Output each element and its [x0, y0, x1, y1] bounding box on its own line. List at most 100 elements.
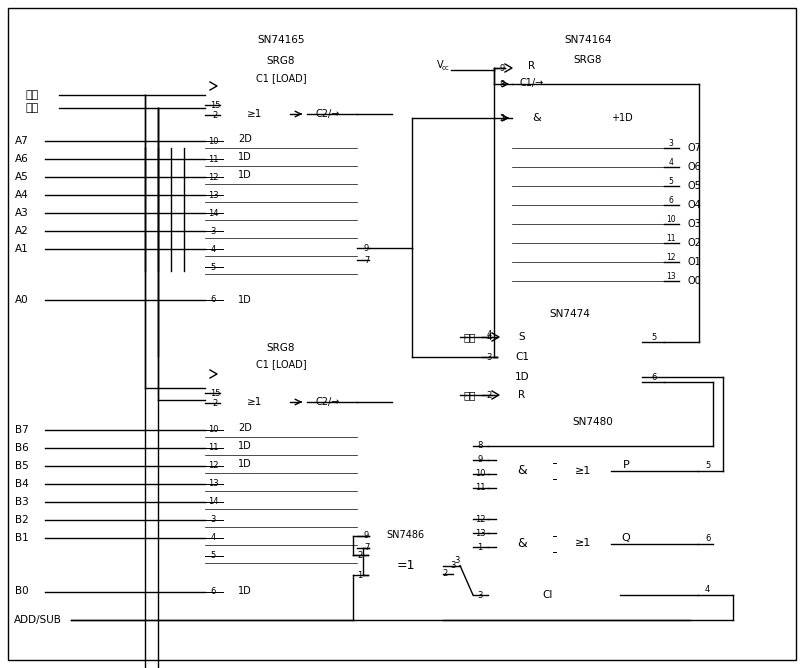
- Circle shape: [546, 548, 552, 554]
- Circle shape: [155, 397, 161, 403]
- Circle shape: [155, 353, 161, 359]
- Text: 2: 2: [212, 110, 218, 120]
- Circle shape: [39, 444, 46, 452]
- Text: 9: 9: [477, 456, 482, 464]
- Text: 5: 5: [650, 333, 656, 341]
- Text: 2D: 2D: [238, 134, 251, 144]
- Text: B6: B6: [15, 443, 29, 453]
- Text: 1D: 1D: [238, 459, 251, 469]
- Text: Q: Q: [621, 534, 630, 544]
- Text: 15: 15: [210, 100, 220, 110]
- Circle shape: [304, 112, 309, 116]
- Text: 3: 3: [454, 556, 459, 565]
- Text: B0: B0: [15, 587, 29, 597]
- Circle shape: [678, 164, 685, 170]
- Text: 15: 15: [210, 389, 220, 397]
- Text: 2D: 2D: [238, 423, 251, 433]
- Text: 4: 4: [668, 158, 673, 166]
- Circle shape: [169, 174, 173, 180]
- Circle shape: [142, 156, 147, 162]
- Text: O4: O4: [687, 200, 700, 210]
- Text: 3: 3: [450, 561, 454, 570]
- Text: 5: 5: [210, 263, 215, 271]
- Text: 5: 5: [668, 176, 673, 186]
- Text: 13: 13: [666, 271, 675, 281]
- Text: 8: 8: [499, 79, 504, 88]
- Text: 1: 1: [357, 570, 362, 580]
- Text: ≥1: ≥1: [575, 466, 591, 476]
- Text: 3: 3: [210, 226, 215, 236]
- Bar: [205, 585, 357, 598]
- Circle shape: [457, 563, 462, 568]
- Bar: [487, 430, 697, 605]
- Text: 预置: 预置: [463, 332, 475, 342]
- Text: 13: 13: [207, 190, 218, 200]
- Circle shape: [678, 144, 685, 152]
- Circle shape: [39, 516, 46, 524]
- Circle shape: [678, 202, 685, 208]
- Text: SN74164: SN74164: [564, 35, 611, 45]
- Text: SN7480: SN7480: [572, 417, 613, 427]
- Circle shape: [169, 192, 173, 198]
- Circle shape: [304, 399, 309, 405]
- Text: CI: CI: [542, 590, 552, 600]
- Text: SN7474: SN7474: [548, 309, 589, 319]
- Text: 清零: 清零: [463, 390, 475, 400]
- Text: 13: 13: [474, 528, 485, 538]
- Text: 12: 12: [474, 514, 485, 524]
- Text: SRG8: SRG8: [573, 55, 601, 65]
- Text: &: &: [516, 464, 526, 477]
- Text: O5: O5: [687, 181, 700, 191]
- Circle shape: [678, 220, 685, 228]
- Text: C1 [LOAD]: C1 [LOAD]: [255, 359, 306, 369]
- Text: A2: A2: [15, 226, 29, 236]
- Circle shape: [155, 156, 161, 162]
- Text: 7: 7: [364, 544, 369, 552]
- Text: 2: 2: [486, 391, 491, 399]
- Text: 1D: 1D: [238, 152, 251, 162]
- Text: R: R: [528, 61, 535, 71]
- Text: 5: 5: [704, 461, 709, 470]
- Text: SRG8: SRG8: [267, 56, 295, 66]
- Circle shape: [678, 259, 685, 265]
- Text: 11: 11: [207, 154, 218, 164]
- Text: 3: 3: [210, 516, 215, 524]
- Text: 9: 9: [499, 63, 504, 73]
- Circle shape: [678, 240, 685, 246]
- Circle shape: [719, 468, 724, 473]
- Text: 7: 7: [364, 255, 369, 265]
- Text: A3: A3: [15, 208, 29, 218]
- Circle shape: [678, 182, 685, 190]
- Bar: [496, 322, 642, 412]
- Text: P: P: [622, 460, 629, 470]
- Circle shape: [155, 192, 161, 198]
- Text: 4: 4: [210, 534, 215, 542]
- Text: &: &: [532, 113, 540, 123]
- Bar: [220, 103, 290, 125]
- Circle shape: [39, 534, 46, 542]
- Bar: [220, 391, 290, 413]
- Bar: [556, 511, 610, 576]
- Text: 13: 13: [207, 480, 218, 488]
- Circle shape: [142, 146, 147, 150]
- Text: 10: 10: [474, 470, 485, 478]
- Text: S: S: [518, 332, 524, 342]
- Text: V: V: [436, 60, 442, 70]
- Text: 4: 4: [486, 333, 491, 341]
- Circle shape: [39, 138, 46, 144]
- Circle shape: [169, 210, 173, 216]
- Circle shape: [142, 335, 147, 341]
- Circle shape: [155, 228, 161, 234]
- Text: O1: O1: [687, 257, 700, 267]
- Text: 10: 10: [666, 214, 675, 224]
- Text: ≥1: ≥1: [575, 538, 591, 548]
- Circle shape: [142, 246, 147, 251]
- Text: 4: 4: [704, 585, 709, 595]
- Text: 6: 6: [650, 373, 656, 381]
- Text: A5: A5: [15, 172, 29, 182]
- Circle shape: [52, 104, 59, 112]
- Circle shape: [354, 112, 359, 116]
- Text: B7: B7: [15, 425, 29, 435]
- Text: 1D: 1D: [238, 441, 251, 451]
- Circle shape: [491, 355, 496, 359]
